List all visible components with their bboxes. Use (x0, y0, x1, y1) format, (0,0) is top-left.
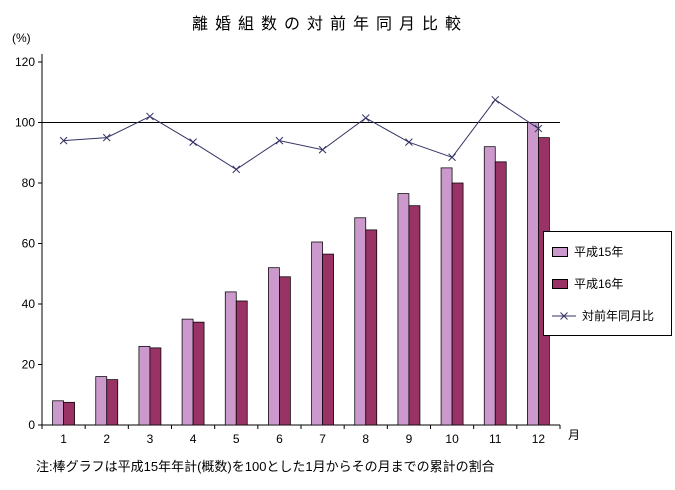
x-tick-label: 1 (60, 432, 67, 446)
bar-平成16年-9 (408, 205, 421, 426)
legend-label-h16: 平成16年 (574, 277, 624, 291)
bar-平成16年-4 (192, 321, 205, 426)
y-tick-label: 100 (15, 116, 35, 130)
bar-平成15年-6 (268, 267, 280, 426)
bar-平成16年-2 (106, 379, 119, 426)
x-marker-2 (102, 133, 111, 142)
y-tick-label: 40 (22, 297, 36, 311)
chart-title: 離婚組数の対前年同月比較 (191, 16, 468, 33)
x-tick-label: 9 (406, 432, 413, 446)
x-marker-11 (491, 95, 500, 104)
y-axis-unit-label: (%) (12, 31, 31, 45)
bar-平成16年-10 (451, 182, 464, 426)
x-tick-label: 2 (103, 432, 110, 446)
x-tick-label: 6 (276, 432, 283, 446)
x-marker-1 (59, 136, 68, 145)
bar-平成16年-6 (279, 276, 291, 426)
x-tick-label: 3 (147, 432, 154, 446)
y-tick-label: 0 (28, 418, 35, 432)
chart-legend: 平成15年 平成16年 対前年同月比 (543, 231, 672, 336)
x-marker-6 (275, 136, 284, 145)
bar-平成15年-2 (95, 376, 108, 426)
x-tick-label: 11 (489, 432, 502, 446)
bar-平成16年-8 (365, 229, 378, 426)
bar-平成16年-1 (63, 401, 75, 426)
legend-label-ratio: 対前年同月比 (582, 309, 655, 323)
bar-平成15年-9 (397, 193, 410, 426)
legend-item-h16: 平成16年 (552, 275, 663, 292)
legend-item-h15: 平成15年 (552, 243, 663, 260)
bar-平成16年-3 (149, 347, 162, 426)
x-tick-label: 5 (233, 432, 240, 446)
x-marker-3 (146, 112, 154, 121)
x-marker-7 (318, 145, 327, 154)
x-tick-label: 7 (319, 432, 326, 446)
legend-swatch-h16-icon (552, 278, 568, 289)
legend-swatch-h15-icon (552, 246, 568, 257)
x-axis-unit-label: 月 (568, 428, 580, 442)
legend-item-ratio: 対前年同月比 (552, 307, 663, 324)
legend-label-h15: 平成15年 (574, 245, 624, 259)
bar-平成16年-5 (235, 300, 248, 426)
bar-平成16年-7 (322, 253, 334, 426)
bar-平成15年-8 (354, 217, 367, 426)
bar-平成15年-7 (311, 241, 323, 426)
bar-平成15年-5 (224, 291, 237, 426)
line-series-対前年同月比 (63, 99, 539, 170)
footnote: 注:棒グラフは平成15年年計(概数)を100とした1月からその月までの累計の割合 (36, 459, 495, 474)
x-marker-10 (448, 153, 456, 162)
bar-平成16年-11 (494, 161, 507, 426)
x-marker-9 (405, 138, 413, 147)
x-tick-label: 4 (190, 432, 197, 446)
bar-平成15年-4 (181, 318, 194, 426)
bar-平成15年-1 (52, 400, 64, 426)
y-tick-label: 60 (22, 237, 36, 251)
x-tick-label: 8 (362, 432, 369, 446)
x-marker-5 (232, 165, 241, 174)
x-marker-12 (534, 124, 543, 133)
x-marker-8 (361, 114, 370, 122)
x-tick-label: 12 (532, 432, 546, 446)
bar-平成15年-12 (527, 122, 539, 426)
y-tick-label: 120 (15, 55, 35, 69)
x-marker-4 (189, 138, 197, 147)
bar-平成15年-10 (440, 167, 453, 426)
y-tick-label: 80 (22, 176, 36, 190)
bar-平成15年-11 (483, 146, 496, 426)
x-tick-label: 10 (445, 432, 459, 446)
y-tick-label: 20 (22, 358, 36, 372)
bar-平成15年-3 (138, 345, 151, 426)
legend-line-marker-icon (552, 311, 576, 320)
